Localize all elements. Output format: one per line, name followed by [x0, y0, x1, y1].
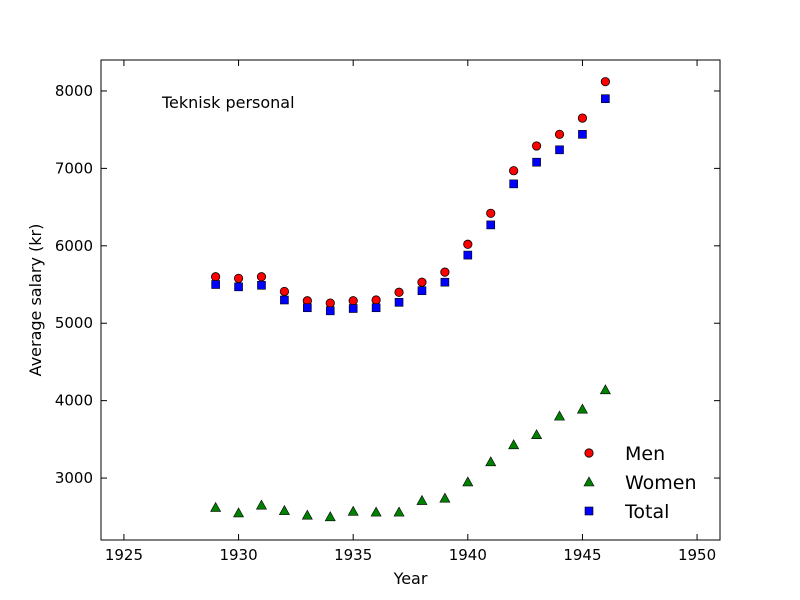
- data-point-total: [394, 298, 404, 307]
- y-tick-label: 4000: [55, 392, 93, 410]
- data-point-men: [554, 129, 565, 139]
- plot-frame: [100, 59, 721, 541]
- data-point-men: [348, 296, 358, 306]
- data-point-total: [532, 157, 541, 167]
- x-tick-label: 1925: [105, 546, 143, 564]
- data-point-men: [325, 298, 335, 308]
- data-point-women: [485, 456, 497, 467]
- y-tick-label: 3000: [55, 469, 93, 487]
- legend-label-total: Total: [624, 501, 669, 523]
- data-point-men: [509, 166, 519, 176]
- data-point-women: [370, 506, 382, 517]
- legend: Men Women Total: [583, 443, 697, 523]
- y-tick-label: 8000: [55, 82, 93, 100]
- data-point-men: [233, 273, 244, 283]
- data-point-total: [211, 280, 220, 289]
- data-point-women: [554, 410, 566, 421]
- chart-annotation: Teknisk personal: [161, 93, 295, 112]
- data-point-women: [255, 499, 267, 510]
- data-point-total: [509, 179, 518, 189]
- legend-item-total: Total: [584, 501, 669, 523]
- data-point-women: [416, 494, 428, 505]
- legend-label-women: Women: [625, 472, 697, 494]
- data-point-women: [439, 492, 451, 503]
- data-point-women: [210, 501, 222, 512]
- data-point-men: [486, 208, 496, 218]
- x-tick-label: 1945: [563, 546, 601, 564]
- data-point-total: [234, 282, 243, 292]
- y-axis-label: Average salary (kr): [26, 224, 45, 377]
- series-women: [210, 384, 611, 522]
- data-point-women: [599, 384, 611, 395]
- data-point-women: [576, 403, 588, 414]
- x-axis-label: Year: [393, 569, 428, 588]
- data-point-total: [601, 94, 610, 104]
- points-layer: [210, 77, 611, 522]
- data-point-men: [440, 267, 450, 277]
- data-point-women: [462, 476, 474, 487]
- data-point-women: [531, 429, 543, 440]
- legend-marker-women: [583, 476, 595, 487]
- legend-marker-men: [584, 448, 594, 458]
- data-point-total: [280, 295, 289, 305]
- data-point-men: [417, 277, 427, 287]
- x-tick-label: 1930: [219, 546, 257, 564]
- data-point-men: [531, 141, 542, 151]
- data-point-men: [463, 239, 473, 249]
- data-point-women: [301, 509, 313, 520]
- ticks-layer: 1925 1930 1935 1940 1945 1950 3000 4000 5000 6000…: [55, 60, 720, 564]
- data-point-women: [324, 511, 336, 522]
- data-point-men: [394, 287, 404, 297]
- data-point-women: [233, 507, 245, 518]
- data-point-women: [393, 506, 405, 517]
- data-point-total: [303, 303, 312, 313]
- data-point-men: [371, 295, 381, 305]
- data-point-total: [486, 220, 496, 230]
- data-point-women: [508, 439, 520, 450]
- data-point-women: [347, 505, 359, 516]
- data-point-total: [555, 145, 564, 155]
- x-tick-label: 1940: [449, 546, 487, 564]
- y-tick-label: 5000: [55, 314, 93, 332]
- data-point-total: [325, 306, 335, 316]
- data-point-total: [371, 303, 381, 313]
- data-point-men: [211, 272, 221, 282]
- legend-label-men: Men: [625, 443, 665, 465]
- data-point-total: [578, 130, 587, 139]
- data-point-total: [348, 304, 358, 313]
- y-tick-label: 6000: [55, 237, 93, 255]
- data-point-women: [278, 504, 290, 515]
- data-point-total: [463, 250, 473, 260]
- data-point-total: [440, 277, 450, 287]
- data-point-men: [577, 113, 588, 123]
- data-point-men: [600, 77, 610, 87]
- data-point-men: [279, 286, 290, 297]
- data-point-total: [417, 286, 427, 296]
- legend-marker-total: [584, 506, 594, 516]
- legend-item-men: Men: [584, 443, 665, 465]
- x-tick-label: 1950: [678, 546, 716, 564]
- series-total: [211, 94, 610, 316]
- data-point-men: [256, 272, 267, 282]
- y-tick-label: 7000: [55, 159, 93, 177]
- legend-item-women: Women: [583, 472, 697, 494]
- data-point-total: [257, 280, 266, 290]
- x-tick-label: 1935: [334, 546, 372, 564]
